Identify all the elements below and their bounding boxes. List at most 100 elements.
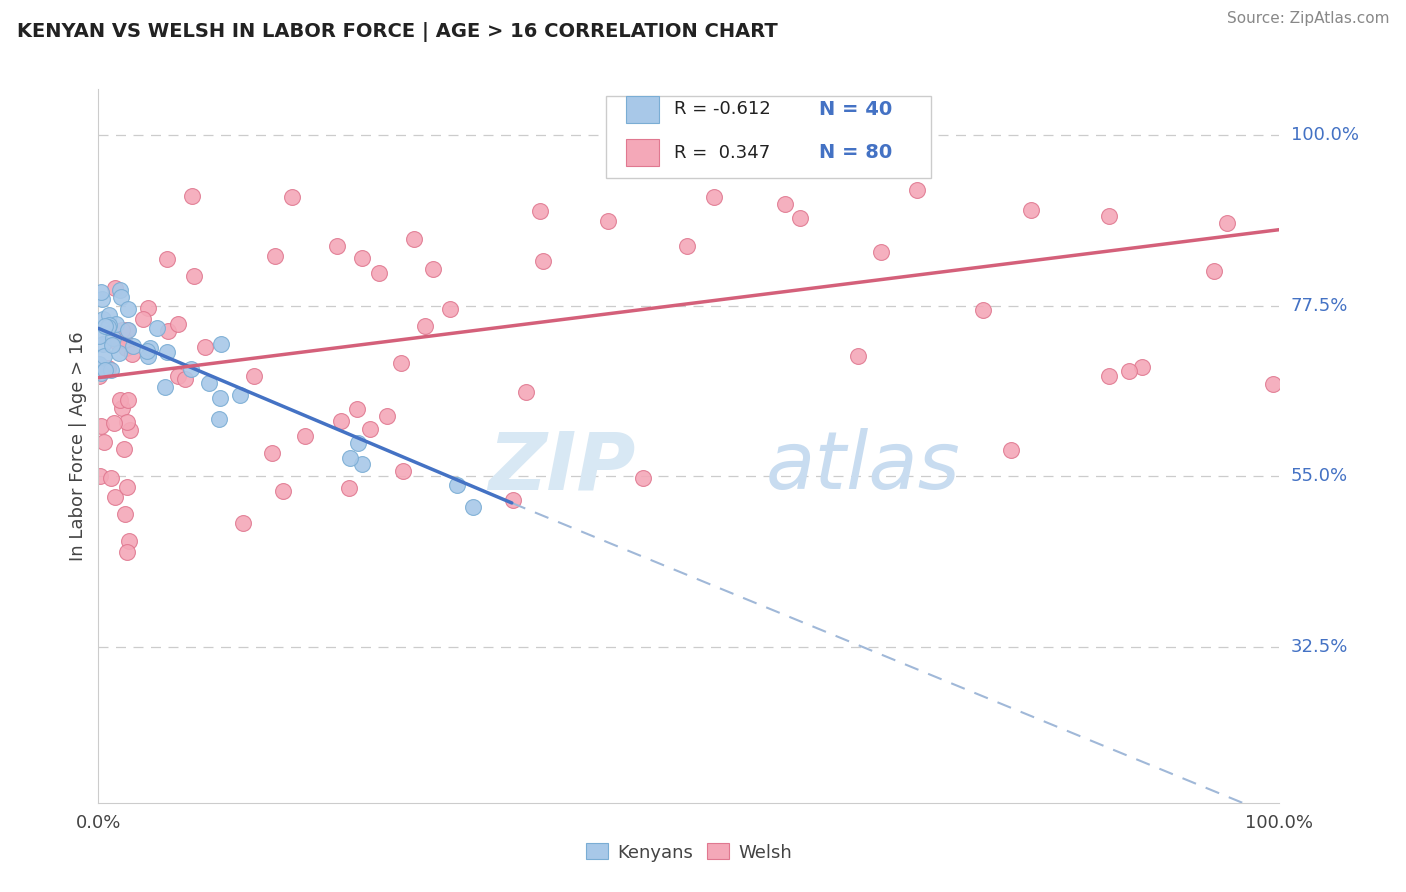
Point xyxy=(111,322,134,336)
Point xyxy=(392,464,415,478)
Point xyxy=(404,232,426,246)
Point xyxy=(529,204,551,219)
Point xyxy=(115,415,138,429)
Point xyxy=(90,292,112,306)
Point xyxy=(502,492,524,507)
Point xyxy=(118,533,141,548)
Text: N = 80: N = 80 xyxy=(818,144,891,162)
Point xyxy=(208,391,231,405)
Point xyxy=(112,334,135,348)
Legend: Kenyans, Welsh: Kenyans, Welsh xyxy=(586,843,792,862)
Point xyxy=(761,112,783,127)
Point xyxy=(115,480,138,494)
Point xyxy=(122,338,145,352)
Point xyxy=(972,303,994,318)
Point xyxy=(101,338,124,352)
Text: 55.0%: 55.0% xyxy=(1291,467,1348,485)
Point xyxy=(350,251,373,265)
Point xyxy=(100,471,122,485)
Point xyxy=(139,341,162,355)
Point xyxy=(183,269,205,284)
Point xyxy=(271,483,294,498)
Point xyxy=(117,392,139,407)
Point xyxy=(104,281,127,295)
Point xyxy=(100,363,122,377)
Point xyxy=(350,457,373,471)
Point xyxy=(167,318,190,332)
Text: Source: ZipAtlas.com: Source: ZipAtlas.com xyxy=(1226,11,1389,26)
Point xyxy=(1098,209,1121,223)
Point xyxy=(359,422,381,436)
Point xyxy=(439,301,461,316)
Point xyxy=(346,401,368,416)
Point xyxy=(111,401,134,415)
Point xyxy=(905,183,928,197)
Point xyxy=(90,418,112,433)
Point xyxy=(208,412,231,426)
Point xyxy=(98,308,121,322)
FancyBboxPatch shape xyxy=(626,95,659,123)
Point xyxy=(108,392,131,407)
Text: ZIP: ZIP xyxy=(488,428,636,507)
Point xyxy=(166,369,188,384)
Point xyxy=(89,468,111,483)
Text: N = 40: N = 40 xyxy=(818,100,891,119)
Point xyxy=(87,369,110,384)
FancyBboxPatch shape xyxy=(626,139,659,166)
Point xyxy=(375,409,398,423)
Point xyxy=(93,349,115,363)
Point xyxy=(97,361,120,376)
Point xyxy=(263,249,285,263)
Point xyxy=(848,349,870,363)
Point xyxy=(596,214,619,228)
Point xyxy=(153,379,176,393)
Point xyxy=(1261,376,1284,391)
Point xyxy=(156,344,179,359)
Point xyxy=(103,416,125,430)
Point xyxy=(676,239,699,253)
Point xyxy=(1118,364,1140,378)
Point xyxy=(93,434,115,449)
Point xyxy=(115,323,138,337)
Point xyxy=(243,368,266,383)
Text: KENYAN VS WELSH IN LABOR FORCE | AGE > 16 CORRELATION CHART: KENYAN VS WELSH IN LABOR FORCE | AGE > 1… xyxy=(17,22,778,42)
Text: R =  0.347: R = 0.347 xyxy=(673,144,770,161)
Point xyxy=(413,319,436,334)
Point xyxy=(110,290,132,304)
Point xyxy=(1216,216,1239,230)
Y-axis label: In Labor Force | Age > 16: In Labor Force | Age > 16 xyxy=(69,331,87,561)
Text: 100.0%: 100.0% xyxy=(1291,126,1358,144)
Point xyxy=(136,301,159,315)
Point xyxy=(101,331,124,345)
Point xyxy=(115,545,138,559)
Point xyxy=(107,345,129,359)
Point xyxy=(262,446,284,460)
Point xyxy=(229,388,252,402)
Point xyxy=(347,436,370,450)
Point xyxy=(105,335,128,350)
Point xyxy=(211,336,233,351)
Point xyxy=(135,343,157,358)
Point xyxy=(198,376,221,390)
Point xyxy=(98,318,121,332)
Point xyxy=(515,385,537,400)
Point xyxy=(91,311,114,326)
Point xyxy=(1204,264,1226,278)
Point xyxy=(110,283,132,297)
Point xyxy=(112,442,135,457)
Point xyxy=(146,320,169,334)
Point xyxy=(232,516,254,530)
Point xyxy=(329,414,352,428)
Point xyxy=(87,328,110,343)
Point xyxy=(104,491,127,505)
Point xyxy=(117,323,139,337)
Point xyxy=(294,429,316,443)
Point xyxy=(94,318,117,333)
Point xyxy=(463,500,485,515)
Point xyxy=(91,337,114,351)
Point xyxy=(1098,368,1121,383)
Point xyxy=(115,342,138,356)
Point xyxy=(367,267,389,281)
Point xyxy=(1000,443,1022,458)
Point xyxy=(869,245,891,260)
